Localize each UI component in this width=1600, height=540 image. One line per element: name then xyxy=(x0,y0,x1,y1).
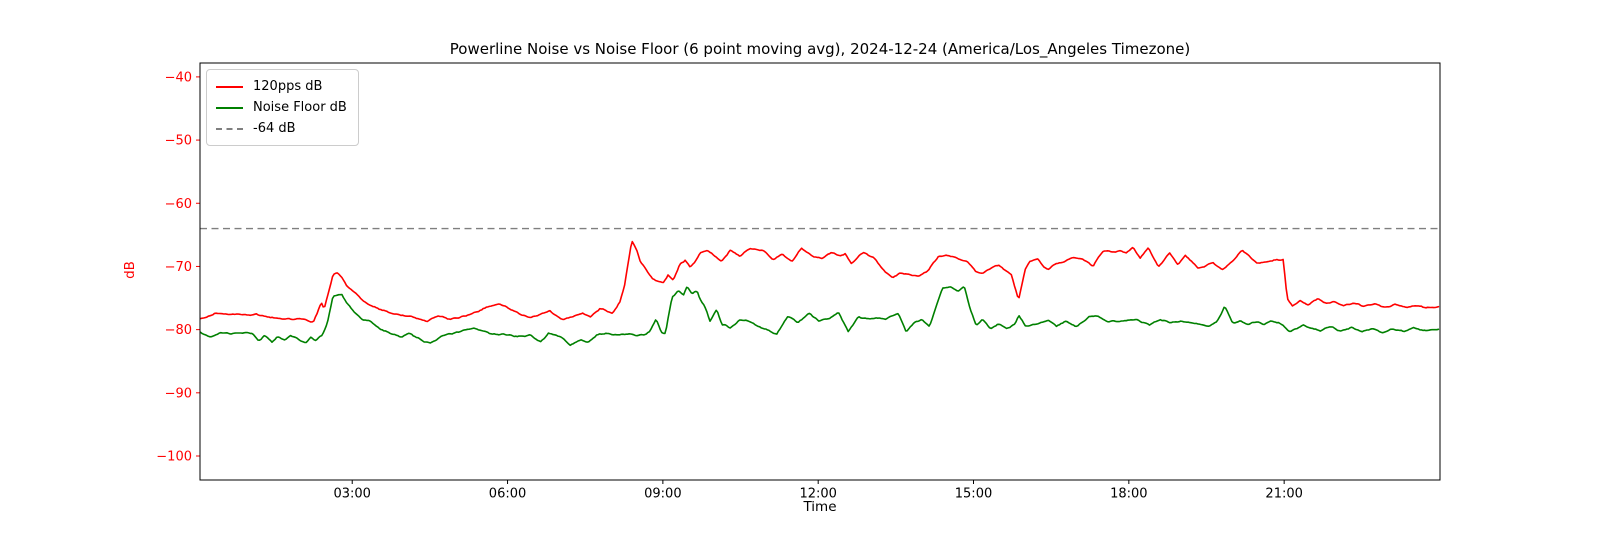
legend-label: -64 dB xyxy=(253,121,296,136)
y-tick-label--100: −100 xyxy=(156,449,192,464)
y-tick-label--70: −70 xyxy=(165,260,192,275)
legend-label: Noise Floor dB xyxy=(253,100,347,115)
legend-item-120pps-db: 120pps dB xyxy=(216,76,347,97)
line-swatch-icon xyxy=(216,106,243,109)
y-tick-label--40: −40 xyxy=(165,70,192,85)
series-line-noise-floor-db xyxy=(200,286,1440,347)
x-tick-label-06:00: 06:00 xyxy=(489,487,526,502)
axes-spines xyxy=(199,62,1441,481)
y-tick-label--50: −50 xyxy=(165,134,192,149)
dashed-line-swatch-icon xyxy=(216,127,243,130)
x-tick-label-21:00: 21:00 xyxy=(1265,487,1302,502)
x-tick-label-03:00: 03:00 xyxy=(333,487,370,502)
x-tick-label-15:00: 15:00 xyxy=(955,487,992,502)
y-tick-label--60: −60 xyxy=(165,197,192,212)
legend-label: 120pps dB xyxy=(253,79,323,94)
legend-item-noise-floor-db: Noise Floor dB xyxy=(216,97,347,118)
legend-item--64-db: -64 dB xyxy=(216,118,347,139)
x-tick-label-18:00: 18:00 xyxy=(1110,487,1147,502)
x-tick-label-12:00: 12:00 xyxy=(799,487,836,502)
y-tick-label--80: −80 xyxy=(165,323,192,338)
y-tick-label--90: −90 xyxy=(165,386,192,401)
series-line-120pps-db xyxy=(200,240,1440,323)
x-axis-label: Time xyxy=(803,499,837,515)
line-swatch-icon xyxy=(216,85,243,88)
legend: 120pps dB Noise Floor dB -64 dB xyxy=(206,69,359,146)
y-axis-label: dB xyxy=(121,261,138,279)
x-tick-label-09:00: 09:00 xyxy=(644,487,681,502)
chart-title: Powerline Noise vs Noise Floor (6 point … xyxy=(449,40,1191,58)
